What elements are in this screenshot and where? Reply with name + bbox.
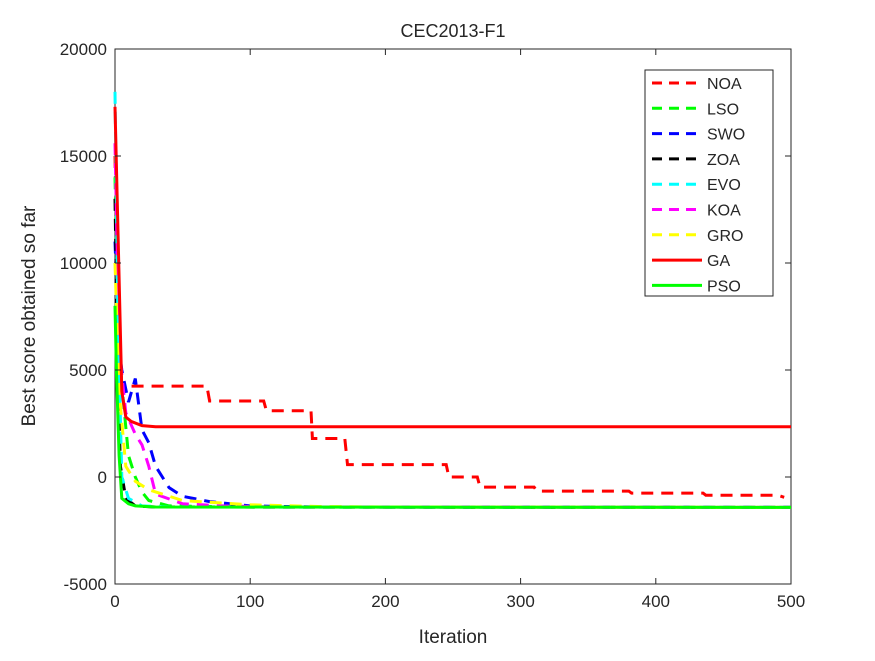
- series-lines: [113, 91, 792, 509]
- y-tick-label: -5000: [64, 575, 107, 594]
- x-tick-label: 400: [642, 592, 670, 611]
- x-axis-label: Iteration: [419, 627, 488, 648]
- series-line-pso: [113, 305, 792, 509]
- y-tick-label: 10000: [60, 254, 107, 273]
- legend-label-noa: NOA: [707, 76, 742, 93]
- series-line-noa: [113, 155, 785, 499]
- chart-title: CEC2013-F1: [400, 21, 505, 41]
- series-line-ga: [113, 106, 791, 429]
- x-tick-label: 500: [777, 592, 805, 611]
- y-tick-label: 15000: [60, 147, 107, 166]
- legend-label-pso: PSO: [707, 278, 741, 295]
- legend: NOA LSO SWO ZOA EVO KOA GRO GA PSO: [644, 69, 774, 297]
- x-tick-label: 300: [506, 592, 534, 611]
- x-tick-label: 100: [236, 592, 264, 611]
- series-line-swo: [113, 241, 792, 509]
- legend-label-ga: GA: [707, 253, 730, 270]
- y-axis-label: Best score obtained so far: [19, 205, 40, 426]
- legend-label-gro: GRO: [707, 228, 743, 245]
- x-tick-label: 200: [371, 592, 399, 611]
- x-tick-label: 0: [110, 592, 119, 611]
- legend-label-swo: SWO: [707, 127, 745, 144]
- y-tick-label: 20000: [60, 40, 107, 59]
- legend-label-evo: EVO: [707, 177, 741, 194]
- y-tick-label: 5000: [69, 361, 107, 380]
- legend-label-zoa: ZOA: [707, 152, 740, 169]
- legend-box: [644, 69, 774, 297]
- y-tick-label: 0: [98, 468, 107, 487]
- legend-label-lso: LSO: [707, 101, 739, 118]
- axis-ticks: 0 100 200 300 400 500-50000500010000150002000…: [60, 40, 805, 611]
- legend-label-koa: KOA: [707, 203, 741, 220]
